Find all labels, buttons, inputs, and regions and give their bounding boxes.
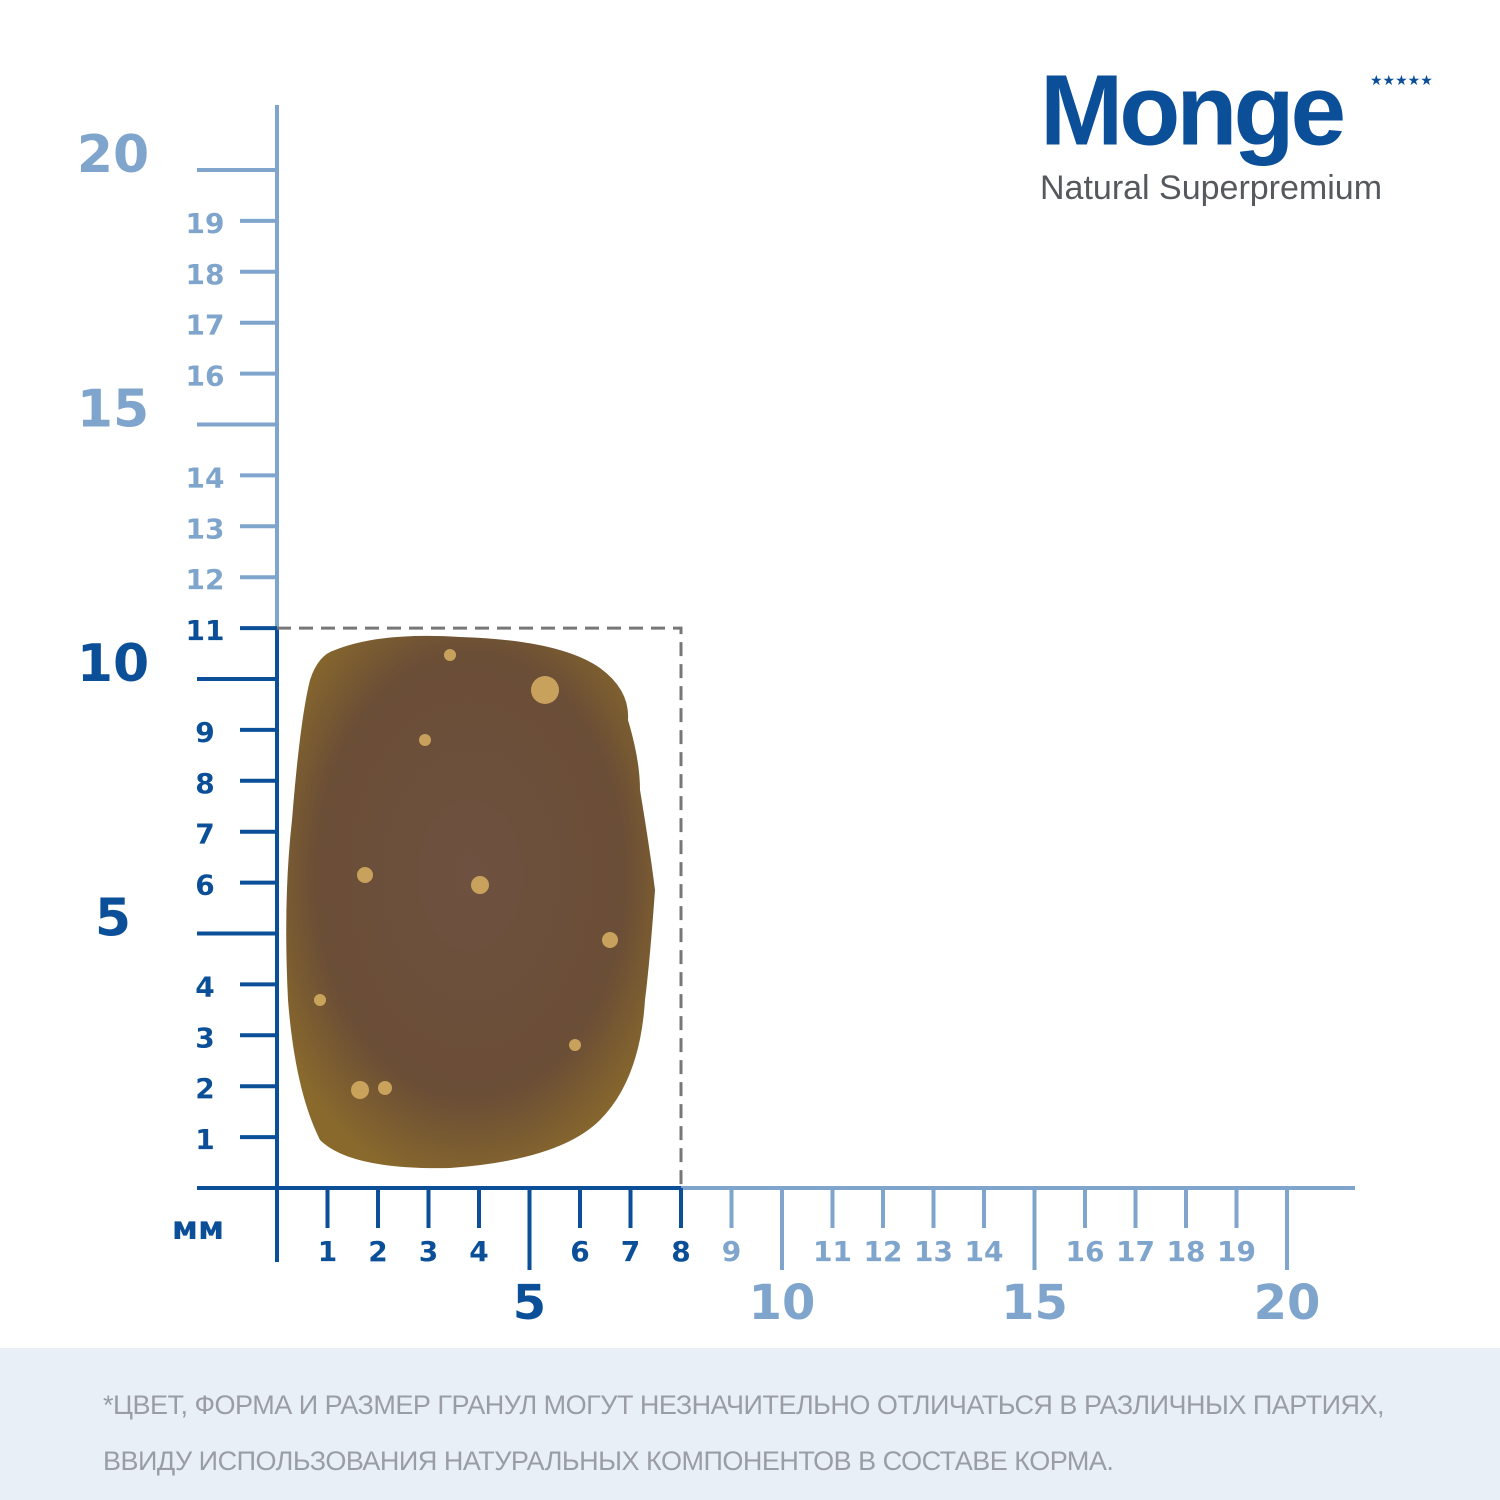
logo-stars: ★★★★★ (1370, 73, 1433, 89)
disclaimer-line: ввиду использования натуральных компонен… (103, 1446, 1114, 1476)
y-tick-label: 15 (77, 380, 149, 440)
x-tick-label: 12 (864, 1235, 903, 1268)
y-tick-label: 2 (195, 1072, 214, 1105)
x-tick-label: 4 (469, 1235, 488, 1268)
x-tick-label: 6 (570, 1235, 589, 1268)
ruler-image: Monge ★★★★★ Natural Superpremium мм 1234… (77, 54, 1433, 1331)
y-tick-label: 12 (186, 563, 225, 596)
y-tick-label: 3 (195, 1021, 214, 1054)
y-tick-label: 8 (195, 767, 214, 800)
y-tick-label: 7 (195, 818, 214, 851)
x-tick-label: 10 (749, 1275, 816, 1331)
x-tick-label: 8 (671, 1235, 690, 1268)
x-tick-label: 1 (318, 1235, 337, 1268)
y-tick-label: 1 (195, 1123, 214, 1156)
y-tick-label: 4 (195, 970, 214, 1003)
y-tick-label: 20 (77, 125, 149, 185)
logo-tagline: Natural Superpremium (1040, 169, 1382, 207)
y-tick-label: 14 (186, 461, 225, 494)
x-tick-label: 18 (1167, 1235, 1206, 1268)
kibble (286, 635, 655, 1169)
x-tick-label: 13 (914, 1235, 953, 1268)
x-tick-label: 11 (813, 1235, 852, 1268)
y-tick-label: 10 (77, 634, 149, 694)
y-tick-label: 13 (186, 512, 225, 545)
disclaimer-line: *Цвет, форма и размер гранул могут незна… (103, 1390, 1385, 1420)
disclaimer: *Цвет, форма и размер гранул могут незна… (0, 1348, 1500, 1500)
x-tick-label: 3 (419, 1235, 438, 1268)
kibble-outline (277, 626, 683, 1188)
y-tick-label: 17 (186, 309, 225, 342)
x-tick-label: 16 (1066, 1235, 1105, 1268)
x-tick-label: 7 (621, 1235, 640, 1268)
y-tick-label: 19 (186, 207, 225, 240)
x-tick-label: 14 (965, 1235, 1004, 1268)
logo-brand: Monge (1040, 54, 1344, 166)
y-tick-label: 9 (195, 716, 214, 749)
unit-label: мм (172, 1209, 224, 1247)
kibble-texture (314, 649, 618, 1099)
y-tick-label: 11 (186, 614, 225, 647)
x-tick-label: 20 (1254, 1275, 1321, 1331)
y-tick-label: 6 (195, 869, 214, 902)
x-tick-label: 9 (722, 1235, 741, 1268)
x-tick-label: 17 (1116, 1235, 1155, 1268)
y-tick-label: 16 (186, 360, 225, 393)
y-tick-label: 5 (95, 889, 131, 949)
x-tick-label: 2 (368, 1235, 387, 1268)
x-tick-label: 5 (513, 1275, 546, 1331)
x-tick-label: 19 (1217, 1235, 1256, 1268)
y-tick-label: 18 (186, 258, 225, 291)
x-tick-label: 15 (1001, 1275, 1068, 1331)
